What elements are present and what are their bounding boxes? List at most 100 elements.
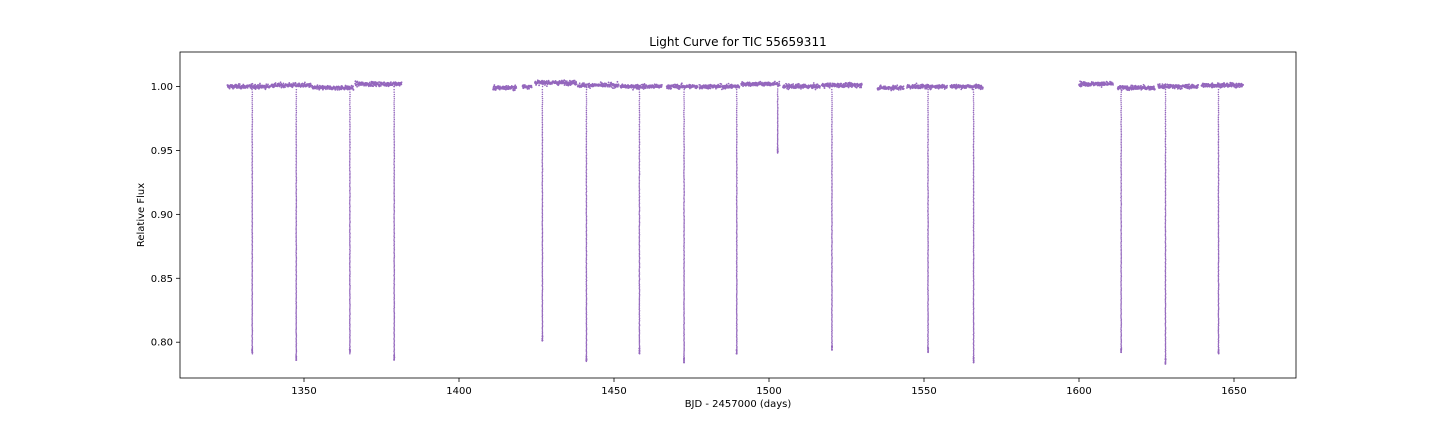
- data-point: [251, 274, 253, 277]
- data-point: [349, 140, 351, 142]
- data-point: [638, 118, 641, 121]
- data-point: [295, 222, 297, 224]
- data-point: [541, 181, 543, 184]
- data-point: [585, 312, 588, 315]
- data-point: [585, 147, 588, 149]
- data-point: [670, 87, 673, 90]
- data-point: [251, 278, 253, 280]
- data-point: [610, 81, 613, 84]
- data-point: [819, 85, 821, 88]
- data-point: [585, 168, 588, 170]
- data-point: [295, 172, 298, 175]
- data-point: [541, 230, 544, 232]
- data-point: [638, 168, 641, 170]
- data-point: [585, 199, 588, 201]
- data-point: [638, 231, 641, 233]
- data-point: [638, 210, 641, 213]
- data-point: [541, 126, 544, 129]
- data-point: [1181, 87, 1183, 90]
- data-point: [585, 130, 588, 133]
- data-point: [393, 172, 395, 175]
- data-point: [683, 115, 685, 117]
- data-point: [251, 203, 254, 206]
- data-point: [541, 268, 544, 270]
- data-point: [541, 259, 544, 261]
- data-point: [393, 242, 395, 244]
- data-point: [585, 162, 588, 164]
- data-point: [585, 269, 588, 271]
- data-point: [585, 270, 588, 273]
- data-point: [356, 80, 359, 83]
- data-point: [585, 233, 588, 236]
- data-point: [295, 181, 298, 183]
- data-point: [393, 251, 395, 253]
- data-point: [349, 130, 351, 133]
- data-point: [295, 102, 297, 104]
- data-point: [251, 135, 253, 137]
- data-point: [393, 125, 395, 128]
- data-point: [295, 217, 297, 220]
- data-point: [251, 277, 254, 279]
- data-point: [295, 184, 297, 186]
- data-point: [585, 167, 588, 169]
- data-point: [638, 203, 641, 206]
- data-point: [348, 274, 351, 277]
- data-point: [349, 107, 351, 110]
- data-point: [541, 136, 544, 139]
- data-point: [638, 286, 641, 288]
- data-point: [349, 278, 351, 280]
- data-point: [585, 248, 588, 250]
- data-point: [349, 152, 351, 155]
- data-point: [295, 274, 298, 277]
- data-point: [295, 137, 297, 139]
- data-point: [638, 313, 641, 316]
- data-point: [251, 295, 253, 297]
- data-point: [585, 201, 588, 204]
- data-point: [295, 356, 298, 359]
- data-point: [372, 85, 375, 88]
- data-point: [585, 91, 588, 93]
- data-point: [541, 189, 544, 191]
- data-point: [683, 203, 685, 205]
- data-point: [393, 145, 396, 147]
- data-point: [585, 262, 588, 265]
- data-point: [349, 249, 351, 252]
- data-point: [585, 197, 588, 200]
- data-point: [393, 267, 395, 269]
- data-point: [251, 132, 253, 134]
- data-point: [683, 154, 685, 157]
- data-point: [638, 220, 641, 222]
- data-point: [295, 230, 297, 232]
- data-point: [613, 87, 615, 90]
- data-point: [393, 255, 396, 257]
- data-point: [585, 111, 588, 114]
- data-point: [778, 84, 781, 87]
- data-point: [683, 191, 685, 194]
- data-point: [585, 129, 588, 131]
- data-point: [585, 301, 588, 303]
- data-point: [295, 149, 298, 152]
- data-point: [232, 87, 234, 90]
- data-point: [390, 81, 392, 84]
- data-point: [254, 83, 257, 86]
- data-point: [638, 165, 641, 167]
- data-point: [393, 171, 396, 173]
- data-point: [638, 175, 641, 177]
- data-point: [295, 201, 298, 203]
- data-point: [251, 263, 253, 265]
- data-point: [585, 277, 588, 279]
- data-point: [541, 299, 544, 302]
- data-point: [683, 174, 685, 176]
- data-point: [683, 98, 685, 100]
- data-point: [295, 148, 297, 150]
- data-point: [393, 91, 395, 93]
- data-point: [295, 242, 298, 244]
- data-point: [349, 279, 351, 282]
- data-point: [683, 164, 685, 166]
- data-point: [349, 266, 351, 269]
- data-point: [295, 146, 297, 149]
- data-point: [638, 261, 641, 264]
- data-point: [638, 111, 641, 114]
- data-point: [251, 191, 253, 193]
- data-point: [683, 140, 685, 143]
